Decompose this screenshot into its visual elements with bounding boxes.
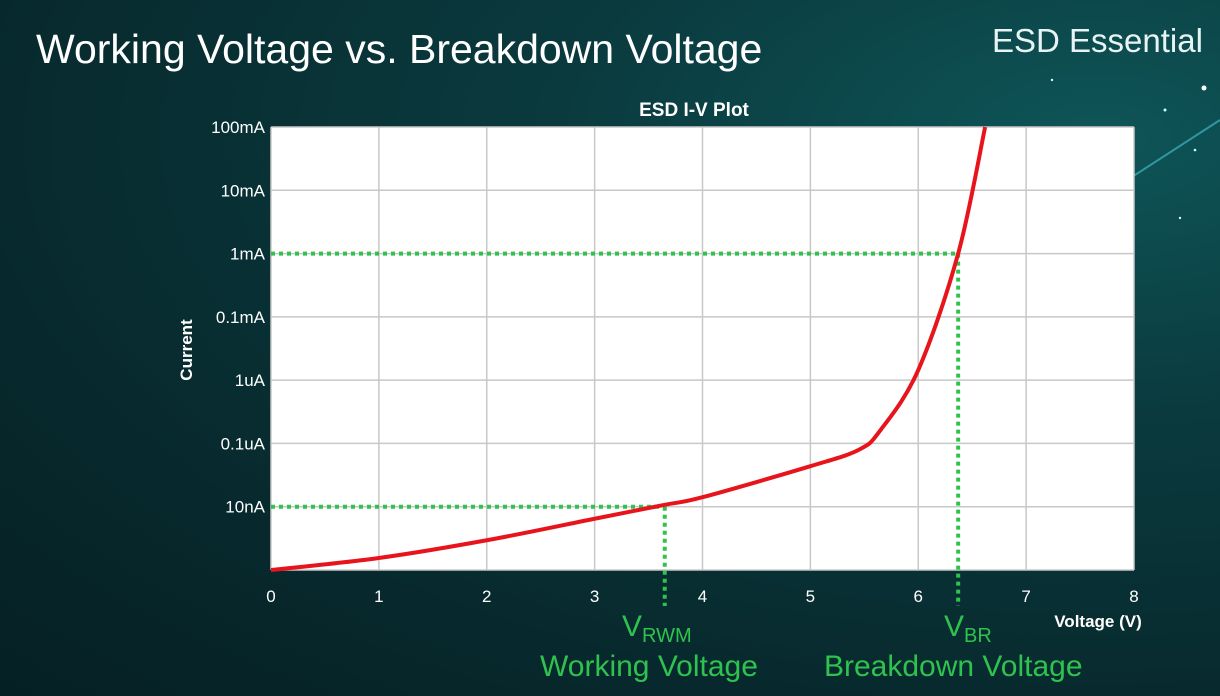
- x-tick-label: 8: [1129, 587, 1138, 606]
- chart-title: ESD I-V Plot: [639, 100, 749, 121]
- vbr-symbol: VBR: [944, 610, 992, 647]
- y-axis-label: Current: [177, 319, 196, 381]
- vrwm-symbol: VRWM: [622, 610, 692, 647]
- x-tick-label: 6: [914, 587, 923, 606]
- x-axis-label: Voltage (V): [1054, 612, 1142, 631]
- x-tick-label: 0: [266, 587, 275, 606]
- x-tick-label: 1: [374, 587, 383, 606]
- x-tick-label: 4: [698, 587, 707, 606]
- y-tick-label: 100mA: [211, 118, 266, 137]
- x-tick-label: 2: [482, 587, 491, 606]
- y-tick-label: 0.1uA: [221, 434, 266, 453]
- y-tick-label: 1uA: [235, 371, 266, 390]
- iv-curve: [270, 126, 988, 572]
- vrwm-label: Working Voltage: [540, 650, 758, 683]
- brand-text: ESD Essential: [992, 22, 1203, 59]
- x-tick-label: 3: [590, 587, 599, 606]
- x-tick-label: 7: [1021, 587, 1030, 606]
- y-tick-label: 0.1mA: [216, 308, 266, 327]
- y-tick-label: 1mA: [230, 245, 266, 264]
- slide-title: Working Voltage vs. Breakdown Voltage: [36, 26, 763, 72]
- vbr-label: Breakdown Voltage: [824, 650, 1083, 683]
- x-tick-label: 5: [806, 587, 815, 606]
- y-tick-label: 10nA: [225, 498, 265, 517]
- y-tick-label: 10mA: [221, 181, 266, 200]
